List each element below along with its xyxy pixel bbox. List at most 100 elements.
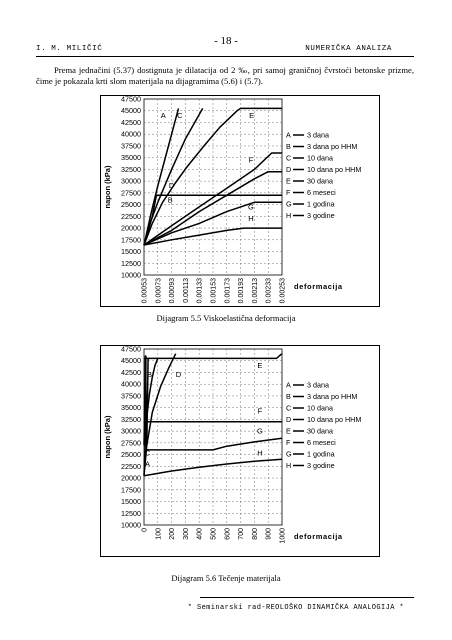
x-tick-label: 0.00053 (142, 278, 149, 303)
legend-letter: H (286, 211, 291, 220)
y-axis-title: napon (kPa) (103, 415, 112, 458)
x-axis-title: deformacija (294, 282, 343, 291)
curve-marker-d: D (176, 370, 182, 379)
x-tick-label: 0.00073 (155, 278, 162, 303)
y-tick-label: 30000 (121, 177, 141, 186)
legend-letter: E (286, 427, 291, 436)
legend-label: 10 dana po HHM (307, 165, 361, 174)
curve-marker-b: B (168, 195, 173, 204)
curve-marker-h: H (248, 214, 253, 223)
legend-label: 3 dana (307, 131, 329, 140)
curve-marker-e: E (257, 361, 262, 370)
legend-label: 1 godina (307, 200, 335, 209)
y-tick-label: 32500 (121, 415, 141, 424)
legend-label: 3 dana po HHM (307, 142, 357, 151)
running-header-author: I. M. MILIČIĆ (36, 45, 103, 53)
y-tick-label: 17500 (121, 235, 141, 244)
y-tick-label: 22500 (121, 462, 141, 471)
legend-letter: G (286, 200, 292, 209)
curve-marker-f: F (258, 406, 263, 415)
curve-marker-a: A (145, 459, 150, 468)
y-tick-label: 32500 (121, 165, 141, 174)
y-tick-label: 15000 (121, 247, 141, 256)
y-tick-label: 47500 (121, 345, 141, 354)
y-tick-label: 30000 (121, 427, 141, 436)
legend-label: 6 meseci (307, 438, 336, 447)
x-tick-label: 1000 (280, 528, 287, 544)
x-tick-label: 800 (252, 528, 259, 540)
y-tick-label: 10000 (121, 271, 141, 280)
legend-label: 10 dana (307, 404, 333, 413)
chart-viscoelastic-deformation: 47500 45000 42500 40000 37500 35000 32500 30000… (100, 95, 380, 307)
legend-letter: F (286, 438, 291, 447)
y-tick-label: 12500 (121, 259, 141, 268)
y-tick-label: 12500 (121, 509, 141, 518)
x-axis-title: deformacija (294, 532, 343, 541)
legend-letter: B (286, 392, 291, 401)
legend-label: 10 dana po HHM (307, 415, 361, 424)
curve-marker-b: B (147, 370, 152, 379)
y-tick-label: 10000 (121, 521, 141, 530)
series-line-a (143, 358, 159, 476)
x-tick-label: 200 (169, 528, 176, 540)
figure-caption-5-6: Dijagram 5.6 Tečenje materijala (171, 573, 281, 583)
y-tick-label: 47500 (121, 95, 141, 104)
curve-marker-h: H (257, 449, 262, 458)
series-line-h (143, 458, 283, 477)
series-line-g (143, 201, 282, 246)
legend-letter: C (286, 404, 291, 413)
curve-marker-c: C (177, 111, 183, 120)
y-tick-label: 20000 (121, 474, 141, 483)
header-rule (36, 56, 414, 57)
x-tick-label: 0.00233 (266, 278, 273, 303)
legend-label: 3 godine (307, 211, 335, 220)
y-tick-label: 35000 (121, 403, 141, 412)
x-tick-label: 0.00153 (211, 278, 218, 303)
legend-label: 3 dana po HHM (307, 392, 357, 401)
legend-label: 30 dana (307, 427, 333, 436)
series-line-e (144, 353, 283, 360)
curve-marker-c: C (145, 449, 151, 458)
running-header-section: NUMERIČKA ANALIZA (305, 45, 392, 53)
y-tick-label: 37500 (121, 391, 141, 400)
y-tick-label: 27500 (121, 188, 141, 197)
legend-letter: G (286, 450, 292, 459)
y-tick-label: 27500 (121, 438, 141, 447)
legend-letter: A (286, 131, 291, 140)
legend-label: 30 dana (307, 177, 333, 186)
x-tick-label: 0.00173 (224, 278, 231, 303)
y-tick-label: 45000 (121, 106, 141, 115)
x-tick-label: 900 (266, 528, 273, 540)
y-tick-label: 40000 (121, 380, 141, 389)
running-footer: * Seminarski rad-REOLOŠKO DINAMIČKA ANAL… (187, 604, 404, 612)
legend-letter: B (286, 142, 291, 151)
y-tick-label: 42500 (121, 118, 141, 127)
curve-marker-d: D (169, 181, 175, 190)
body-paragraph: Prema jednačini (5.37) dostignuta je dil… (36, 65, 414, 86)
curve-marker-e: E (249, 111, 254, 120)
x-tick-label: 400 (197, 528, 204, 540)
legend-letter: A (286, 381, 291, 390)
curve-marker-a: A (161, 111, 166, 120)
legend-label: 3 godine (307, 461, 335, 470)
series-line-h (143, 227, 282, 246)
x-tick-label: 0.00193 (238, 278, 245, 303)
y-axis-title: napon (kPa) (103, 165, 112, 208)
series-line-f (143, 170, 282, 246)
legend-letter: F (286, 188, 291, 197)
chart-material-creep: 47500 45000 42500 40000 37500 35000 32500 30000… (100, 345, 380, 557)
curve-marker-f: F (249, 155, 254, 164)
series-line-c (143, 107, 282, 246)
figure-caption-5-5: Dijagram 5.5 Viskoelastična deformacija (156, 313, 296, 323)
series-line-a (143, 108, 180, 246)
y-tick-label: 40000 (121, 130, 141, 139)
legend-label: 10 dana (307, 154, 333, 163)
x-tick-label: 300 (183, 528, 190, 540)
x-tick-label: 0.00113 (183, 278, 190, 303)
y-tick-label: 22500 (121, 212, 141, 221)
curve-marker-g: G (257, 426, 263, 435)
y-tick-label: 45000 (121, 356, 141, 365)
series-line-d (143, 194, 282, 246)
x-tick-label: 500 (211, 528, 218, 540)
y-tick-label: 35000 (121, 153, 141, 162)
